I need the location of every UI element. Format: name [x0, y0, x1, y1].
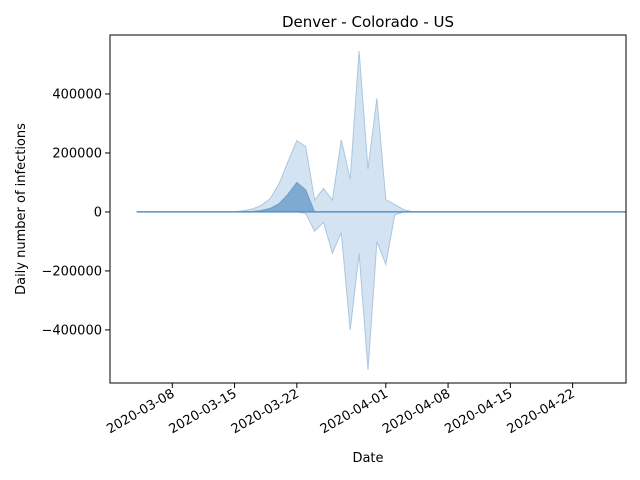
- plot-area: [136, 51, 626, 370]
- y-tick-label: −200000: [41, 264, 102, 279]
- y-tick-label: 200000: [52, 146, 102, 161]
- y-tick-label: −400000: [41, 323, 102, 338]
- y-axis-title: Daily number of infections: [14, 123, 29, 295]
- x-axis-title: Date: [352, 451, 383, 466]
- y-tick-label: 400000: [52, 87, 102, 102]
- confidence-band: [136, 51, 626, 370]
- y-axis: −400000 −200000 0 200000 400000: [41, 87, 110, 338]
- chart-title: Denver - Colorado - US: [282, 13, 454, 31]
- plot-frame: [109, 34, 627, 384]
- y-tick-label: 0: [94, 205, 102, 220]
